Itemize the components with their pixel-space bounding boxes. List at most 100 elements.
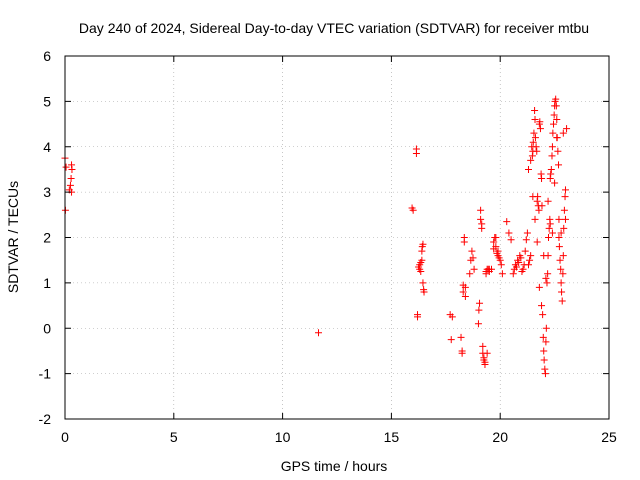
data-point	[531, 106, 539, 114]
data-point	[483, 349, 491, 357]
x-tick-label: 25	[601, 429, 617, 445]
y-tick-label: 4	[43, 139, 51, 155]
data-point	[461, 292, 469, 300]
data-point	[541, 370, 549, 378]
data-point	[540, 347, 548, 355]
data-point	[558, 288, 566, 296]
grid-lines	[65, 56, 609, 419]
data-point	[477, 215, 485, 223]
data-point	[466, 270, 474, 278]
data-point	[553, 134, 561, 142]
data-point	[559, 129, 567, 137]
data-point	[420, 288, 428, 296]
data-point	[419, 240, 427, 248]
data-point	[68, 161, 76, 169]
y-tick-label: 2	[43, 230, 51, 246]
data-point	[552, 102, 560, 110]
data-point	[474, 320, 482, 328]
data-point	[549, 129, 557, 137]
data-point	[523, 229, 531, 237]
data-point	[477, 206, 485, 214]
data-point	[559, 252, 567, 260]
data-point	[540, 356, 548, 364]
data-point	[497, 261, 505, 269]
data-point	[561, 193, 569, 201]
data-point	[548, 143, 556, 151]
data-point	[548, 229, 556, 237]
data-point	[542, 338, 550, 346]
data-point	[419, 279, 427, 287]
data-point	[476, 299, 484, 307]
data-point	[412, 145, 420, 153]
data-point	[492, 243, 500, 251]
data-point	[545, 224, 553, 232]
data-point	[553, 116, 561, 124]
data-point	[554, 147, 562, 155]
data-point	[468, 247, 476, 255]
data-point	[507, 236, 515, 244]
data-point	[67, 175, 75, 183]
data-point	[513, 263, 521, 271]
data-point	[515, 258, 523, 266]
data-point	[479, 342, 487, 350]
y-tick-label: -1	[39, 366, 52, 382]
data-point	[447, 336, 455, 344]
data-point	[414, 311, 422, 319]
data-point	[540, 252, 548, 260]
y-tick-label: 3	[43, 184, 51, 200]
data-point	[459, 288, 467, 296]
data-point	[535, 206, 543, 214]
data-point	[519, 265, 527, 273]
data-point	[538, 202, 546, 210]
data-point	[539, 311, 547, 319]
y-axis-label: SDTVAR / TECUs	[5, 181, 21, 293]
data-point	[561, 215, 569, 223]
data-point	[531, 215, 539, 223]
data-point	[458, 349, 466, 357]
data-point	[543, 279, 551, 287]
data-point	[509, 270, 517, 278]
data-point	[544, 270, 552, 278]
data-point	[531, 116, 539, 124]
data-point	[527, 156, 535, 164]
data-point	[541, 365, 549, 373]
x-tick-label: 0	[61, 429, 69, 445]
data-point	[496, 256, 504, 264]
data-point	[524, 165, 532, 173]
data-point	[475, 306, 483, 314]
chart-title: Day 240 of 2024, Sidereal Day-to-day VTE…	[79, 20, 589, 36]
data-point	[542, 274, 550, 282]
data-point	[460, 234, 468, 241]
data-point	[448, 313, 456, 321]
y-tick-label: 1	[43, 275, 51, 291]
data-point	[560, 224, 568, 232]
data-point	[470, 265, 478, 273]
data-point	[536, 125, 544, 133]
data-point	[535, 283, 543, 291]
data-point	[498, 270, 506, 278]
data-point	[547, 170, 555, 178]
data-point	[481, 361, 489, 369]
data-point	[503, 218, 511, 226]
data-point	[555, 234, 563, 241]
data-point	[66, 181, 74, 189]
data-point	[563, 125, 571, 133]
data-point	[457, 333, 465, 341]
data-point	[556, 256, 564, 264]
data-point	[545, 234, 553, 241]
axis-ticks: 0 5 10 15 20 25 -2 -1 0 1 2 3 4 5 6	[39, 48, 617, 445]
y-tick-label: 5	[43, 93, 51, 109]
data-point	[559, 270, 567, 278]
data-point	[531, 134, 539, 142]
data-point	[533, 147, 541, 155]
data-point	[469, 254, 477, 262]
data-point	[550, 111, 558, 119]
data-point	[417, 268, 425, 276]
data-point	[418, 256, 426, 264]
data-point	[530, 129, 538, 137]
data-point	[555, 243, 563, 251]
data-point	[560, 206, 568, 214]
data-point	[517, 254, 525, 262]
data-point	[505, 229, 513, 237]
data-point	[409, 206, 417, 214]
